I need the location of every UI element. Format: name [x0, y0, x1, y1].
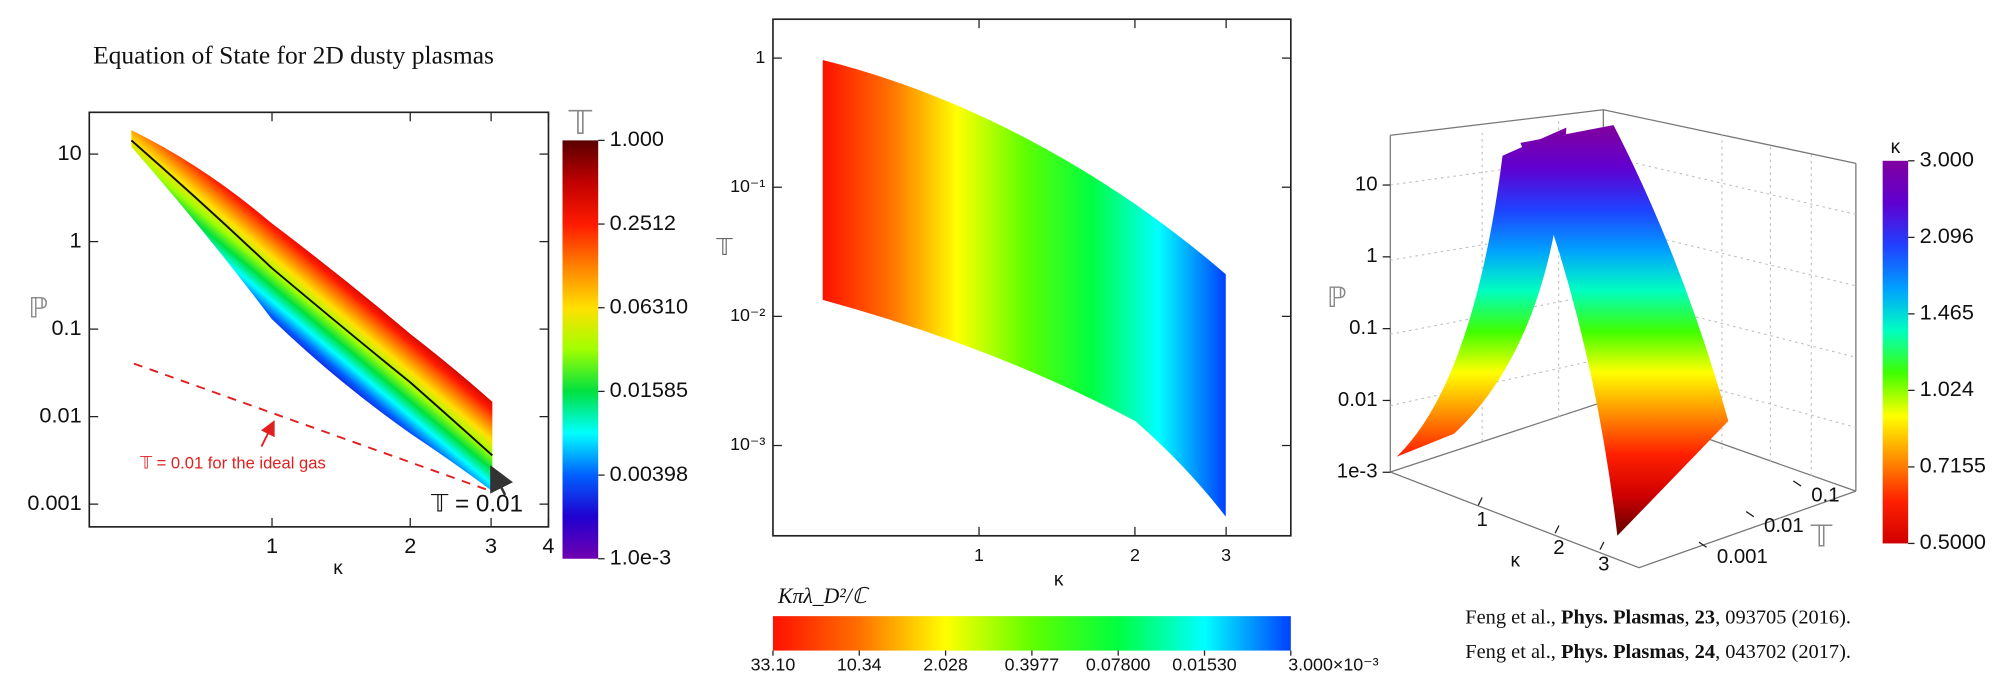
x-tick-label: 2 — [1130, 545, 1140, 565]
x-tick-label: 4 — [542, 533, 554, 558]
colorbar-tick-label: 0.06310 — [610, 293, 688, 318]
z-axis-label: ℙ — [1327, 282, 1347, 313]
pressure-surface — [1396, 127, 1567, 457]
colorbar-tick-label: 0.7155 — [1920, 453, 1986, 478]
reference-part: , — [1684, 641, 1694, 663]
z-tick-label: 0.1 — [1349, 317, 1377, 339]
y-tick-label: 0.1 — [1811, 485, 1839, 507]
reference: Feng et al., Phys. Plasmas, 24, 043702 (… — [1465, 641, 1851, 663]
colorbar-tick-label: 3.000 — [1920, 147, 1974, 172]
colorbar-tick-label: 2.096 — [1920, 223, 1974, 248]
ideal-curve — [130, 139, 493, 457]
annotation-arrow — [260, 420, 275, 447]
x-tick — [1554, 525, 1560, 534]
reference-part: Feng et al., — [1465, 641, 1561, 663]
colorbar-tick-label: 0.07800 — [1086, 655, 1151, 675]
y-axis-label: ℙ — [28, 292, 48, 323]
y-tick-label: 1 — [70, 227, 82, 252]
reference-part: , 093705 (2016). — [1715, 606, 1851, 628]
reference-part: Phys. Plasmas — [1561, 606, 1685, 628]
y-tick-label: 0.001 — [1717, 546, 1768, 568]
colorbar-title: 𝕋 — [568, 105, 593, 142]
z-tick-label: 0.01 — [1338, 389, 1378, 411]
x-tick-label: 3 — [1221, 545, 1231, 565]
x-tick-label: 2 — [1553, 537, 1564, 559]
x-axis-label: κ — [1511, 550, 1521, 571]
y-tick-label: 10⁻¹ — [730, 176, 765, 196]
colorbar-tick-label: 33.10 — [751, 655, 796, 675]
x-tick-label: 3 — [1598, 553, 1609, 575]
y-tick-label: 0.001 — [27, 490, 81, 515]
colorbar-title: Kπλ_D²/ℂ — [777, 584, 870, 608]
references: Feng et al., Phys. Plasmas, 23, 093705 (… — [1465, 606, 1851, 662]
axes-frame — [772, 18, 1292, 537]
reference-part: 23 — [1695, 606, 1715, 628]
chart-title: Equation of State for 2D dusty plasmas — [93, 40, 494, 69]
y-tick-label: 10 — [58, 140, 82, 165]
pressure-surface — [131, 130, 493, 492]
colorbar-tick-label: 0.3977 — [1005, 655, 1060, 675]
colorbar-tick-label: 1.0e-3 — [610, 544, 671, 569]
colorbar-title: κ — [1891, 137, 1901, 158]
reference-part: Phys. Plasmas — [1561, 641, 1685, 663]
pressure-surface — [1520, 125, 1729, 536]
ideal-gas-line — [133, 362, 492, 493]
y-tick-label: 0.1 — [51, 315, 81, 340]
x-tick-label: 1 — [974, 545, 984, 565]
colorbar — [772, 616, 1291, 651]
x-tick-label: 3 — [485, 533, 497, 558]
x-tick-label: 1 — [1476, 509, 1487, 531]
y-tick-label: 1 — [755, 47, 765, 67]
y-tick-label: 10⁻² — [730, 305, 765, 325]
annotation: 𝕋 = 0.01 — [430, 491, 523, 518]
y-tick-label: 10⁻³ — [730, 434, 765, 454]
colorbar-tick-label: 0.2512 — [610, 210, 676, 235]
annotation-arrow — [490, 465, 514, 496]
reference-part: , — [1684, 606, 1694, 628]
y-tick-label: 0.01 — [39, 402, 81, 427]
y-axis-label: 𝕋 — [715, 234, 733, 260]
colorbar — [562, 140, 599, 559]
y-axis-label: 𝕋 — [1810, 519, 1833, 553]
reference-part: Feng et al., — [1465, 606, 1561, 628]
annotation: 𝕋 = 0.01 for the ideal gas — [139, 454, 325, 473]
colorbar-tick-label: 0.5000 — [1920, 529, 1986, 554]
reference: Feng et al., Phys. Plasmas, 23, 093705 (… — [1465, 606, 1851, 628]
reference-part: , 043702 (2017). — [1715, 641, 1851, 663]
y-tick-label: 0.01 — [1764, 515, 1804, 537]
x-tick-label: 1 — [266, 533, 278, 558]
z-tick-label: 1e-3 — [1337, 461, 1378, 483]
z-tick-label: 1 — [1366, 245, 1377, 267]
colorbar-tick-label: 1.024 — [1920, 376, 1974, 401]
axes-frame — [88, 111, 550, 528]
colorbar-tick-label: 0.01585 — [610, 377, 688, 402]
y-tick — [1745, 511, 1755, 518]
reference-part: 24 — [1695, 641, 1715, 663]
x-tick — [1477, 497, 1483, 506]
x-axis-label: κ — [333, 558, 343, 579]
colorbar-tick-label: 0.01530 — [1172, 655, 1237, 675]
colorbar-tick-label: 1.465 — [1920, 300, 1974, 325]
colorbar-tick-label: 3.000×10⁻³ — [1288, 655, 1378, 675]
colorbar — [1882, 160, 1909, 544]
colorbar-tick-label: 10.34 — [837, 655, 882, 675]
y-tick — [1698, 541, 1707, 548]
z-tick-label: 10 — [1355, 173, 1378, 195]
colorbar-tick-label: 1.000 — [610, 126, 664, 151]
y-tick — [1793, 480, 1802, 487]
map-surface — [822, 60, 1226, 517]
x-tick-label: 2 — [404, 533, 416, 558]
x-tick — [1599, 541, 1605, 550]
x-axis-label: κ — [1054, 569, 1064, 590]
colorbar-tick-label: 2.028 — [923, 655, 968, 675]
colorbar-tick-label: 0.00398 — [610, 461, 688, 486]
